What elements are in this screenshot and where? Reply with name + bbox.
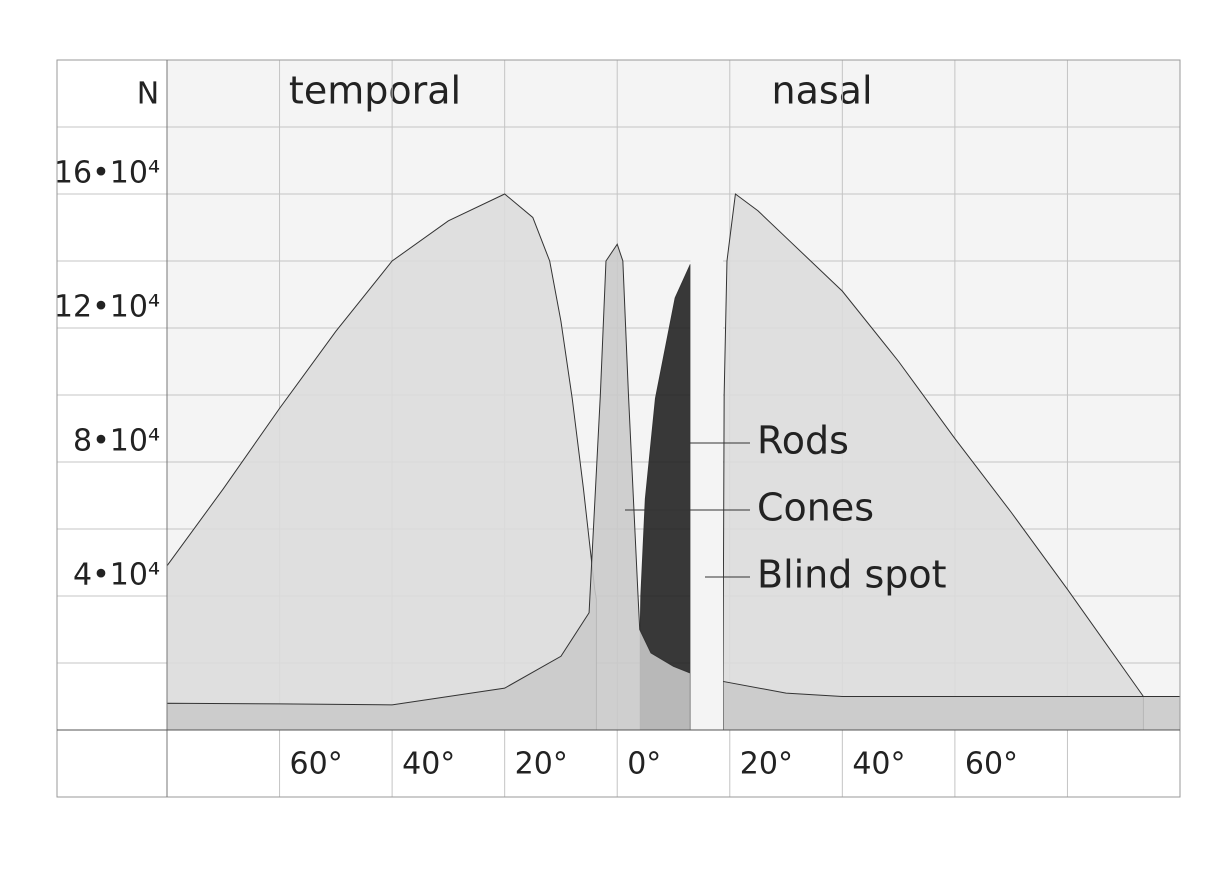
x-tick-label: 0° [627, 747, 661, 782]
series-label: Rods [757, 419, 849, 463]
x-tick-label: 40° [852, 747, 905, 782]
x-tick-label: 60° [965, 747, 1018, 782]
y-tick-label: 4•10⁴ [73, 558, 160, 593]
area [639, 264, 691, 731]
frame [56, 59, 1181, 798]
region-label: nasal [771, 69, 872, 113]
x-tick-label: 20° [515, 747, 568, 782]
y-tick-label: 16•10⁴ [54, 156, 160, 191]
blind-spot-band [690, 260, 724, 730]
series-label: Blind spot [757, 553, 947, 597]
y-tick-label: 8•10⁴ [73, 424, 160, 459]
x-tick-label: 40° [402, 747, 455, 782]
x-tick-label: 60° [290, 747, 343, 782]
x-tick-label: 20° [740, 747, 793, 782]
region-label: temporal [289, 69, 461, 113]
y-tick-label: 12•10⁴ [54, 290, 160, 325]
y-axis-label: N [137, 77, 159, 112]
series-label: Cones [757, 486, 874, 530]
